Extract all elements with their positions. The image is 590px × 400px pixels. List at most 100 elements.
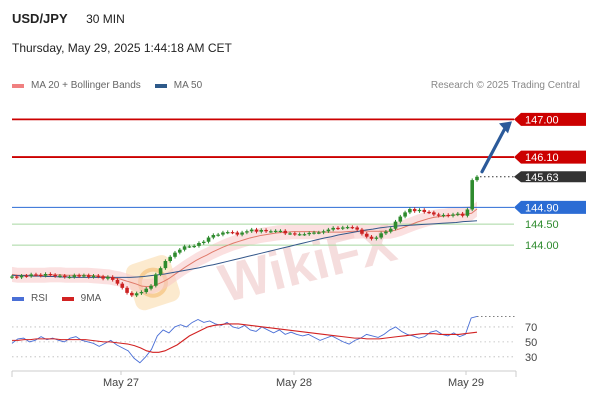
candle-12 (67, 275, 72, 279)
legend-item-9ma: 9MA (61, 293, 102, 304)
x-tick-label-2: May 29 (448, 377, 484, 389)
candle-83 (408, 207, 412, 215)
level-lines (12, 118, 514, 246)
level-label-5: 144.00 (525, 240, 559, 252)
candle-15 (82, 273, 86, 278)
price-legend: MA 20 + Bollinger Bands MA 50 (12, 80, 216, 91)
candle-76 (374, 235, 379, 241)
candle-28 (144, 287, 149, 294)
bollinger-band-area (12, 201, 477, 295)
rsi-legend: RSI 9MA (12, 293, 115, 304)
candle-8 (48, 272, 53, 277)
candle-54 (269, 229, 273, 233)
level-label-text-0: 147.00 (525, 114, 559, 126)
legend-swatch-ma20 (12, 83, 24, 88)
candle-50 (249, 227, 254, 233)
candle-49 (245, 229, 249, 235)
candle-20 (106, 275, 110, 281)
candle-7 (43, 272, 48, 278)
candle-65 (321, 229, 326, 235)
candle-77 (379, 231, 383, 240)
candle-35 (177, 248, 182, 255)
candle-52 (259, 228, 264, 234)
candle-74 (364, 232, 369, 239)
chart-header: USD/JPY 30 MIN (12, 10, 125, 28)
level-label-1: 146.10 (514, 150, 586, 164)
level-label-4: 144.50 (525, 219, 559, 231)
candle-31 (158, 266, 163, 277)
candle-90 (441, 213, 446, 218)
x-tick-label-1: May 28 (276, 377, 312, 389)
candle-14 (77, 273, 81, 278)
candle-89 (436, 212, 441, 218)
rsi-series-0 (11, 316, 478, 364)
legend-swatch-ma50 (154, 83, 167, 88)
level-label-text-3: 144.90 (525, 202, 559, 214)
candle-84 (412, 207, 417, 213)
level-badge-1 (514, 150, 586, 164)
candle-67 (331, 226, 335, 232)
candle-88 (432, 210, 436, 217)
legend-item-ma50: MA 50 (154, 80, 202, 91)
rsi-tick-label-1: 50 (525, 337, 537, 349)
candle-72 (355, 225, 359, 232)
candle-70 (345, 225, 350, 230)
candle-43 (216, 232, 220, 237)
legend-swatch-rsi (12, 296, 24, 301)
level-label-text-2: 145.63 (525, 172, 559, 184)
candle-85 (417, 208, 422, 213)
legend-label-9ma: 9MA (80, 293, 102, 304)
candle-60 (297, 232, 302, 236)
level-badge-3 (514, 200, 586, 214)
candle-86 (422, 208, 427, 214)
candle-27 (139, 290, 144, 295)
candle-79 (388, 227, 393, 234)
candle-29 (149, 284, 153, 291)
candle-4 (29, 272, 33, 278)
legend-item-ma20: MA 20 + Bollinger Bands (12, 80, 141, 91)
candle-80 (393, 219, 398, 231)
candle-37 (187, 244, 192, 249)
candle-13 (72, 273, 77, 279)
candle-97 (475, 175, 479, 182)
candle-75 (369, 235, 374, 241)
candle-91 (446, 213, 451, 218)
candle-51 (254, 227, 259, 234)
candle-53 (264, 228, 268, 233)
candle-57 (283, 229, 288, 236)
legend-label-ma20: MA 20 + Bollinger Bands (31, 80, 141, 91)
level-badge-2 (514, 171, 586, 183)
level-label-text-5: 144.00 (525, 240, 559, 252)
candle-10 (58, 274, 62, 278)
candle-40 (201, 240, 206, 245)
candle-0 (10, 274, 14, 280)
symbol-label: USD/JPY (12, 11, 68, 26)
level-badge-0 (514, 112, 586, 126)
candle-61 (302, 232, 307, 236)
candle-23 (120, 281, 125, 290)
candle-73 (360, 227, 364, 236)
datetime-label: Thursday, May 29, 2025 1:44:18 AM CET (12, 41, 232, 55)
candle-56 (278, 229, 283, 233)
candle-41 (206, 235, 211, 244)
ma50-line (11, 220, 478, 278)
candle-82 (403, 210, 407, 219)
level-label-text-1: 146.10 (525, 152, 559, 164)
candle-92 (451, 212, 455, 218)
candle-93 (456, 211, 460, 217)
candle-1 (14, 274, 19, 280)
candlesticks (10, 175, 479, 298)
candle-58 (288, 231, 292, 236)
candle-42 (211, 233, 216, 240)
candle-6 (38, 273, 43, 278)
candle-55 (273, 229, 278, 233)
candle-46 (230, 230, 235, 235)
projection-arrow-icon (480, 121, 512, 174)
candle-47 (235, 230, 240, 237)
candle-26 (134, 291, 139, 298)
candle-3 (24, 274, 29, 278)
level-label-2: 145.63 (514, 171, 586, 184)
candle-5 (34, 272, 38, 277)
candle-36 (182, 244, 187, 252)
candle-22 (115, 278, 120, 286)
